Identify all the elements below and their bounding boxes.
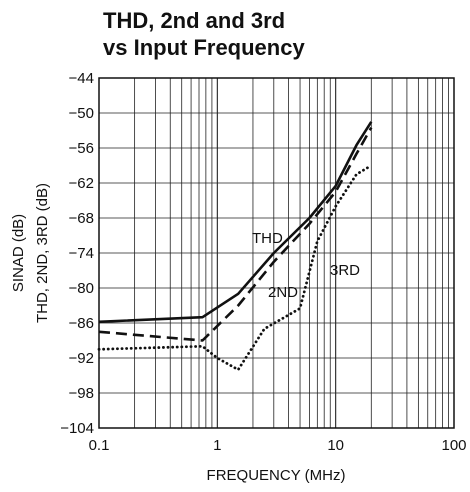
- y-tick-label: −44: [69, 70, 94, 87]
- x-tick-label: 10: [327, 437, 344, 454]
- series-line-3rd: [97, 164, 373, 372]
- x-tick-label: 1: [213, 437, 221, 454]
- y-tick-label: −62: [69, 175, 94, 192]
- y-tick-label: −98: [69, 385, 94, 402]
- series-line-thd: [98, 121, 373, 324]
- series-line-2nd: [98, 126, 373, 342]
- annotation-3rd: 3RD: [330, 262, 360, 279]
- plot-frame: [98, 77, 455, 429]
- chart-title-line-2: vs Input Frequency: [103, 35, 305, 60]
- y-tick-label: −50: [69, 105, 94, 122]
- annotation-2nd: 2ND: [268, 284, 298, 301]
- y-tick-label: −92: [69, 350, 94, 367]
- y-tick-label: −74: [69, 245, 94, 262]
- tick-labels: −104 −98 −92 −86 −80 −74 −68 −62 −56 −50 −44 0.1 1 10…: [60, 70, 466, 454]
- annotation-thd: THD: [252, 230, 283, 247]
- series-layer: [97, 121, 373, 372]
- y-tick-label: −86: [69, 315, 94, 332]
- y-axis-label-line-1: SINAD (dB): [10, 214, 27, 292]
- x-axis-label: FREQUENCY (MHz): [207, 467, 346, 484]
- x-tick-label: 0.1: [89, 437, 110, 454]
- y-axis-label-line-2: THD, 2ND, 3RD (dB): [34, 183, 51, 323]
- chart-title-line-1: THD, 2nd and 3rd: [103, 8, 286, 33]
- y-tick-label: −56: [69, 140, 94, 157]
- y-tick-label: −80: [69, 280, 94, 297]
- y-tick-label: −104: [60, 420, 94, 437]
- y-tick-label: −68: [69, 210, 94, 227]
- x-tick-label: 100: [441, 437, 466, 454]
- chart-title: THD, 2nd and 3rd vs Input Frequency: [103, 7, 305, 61]
- grid: [99, 78, 454, 428]
